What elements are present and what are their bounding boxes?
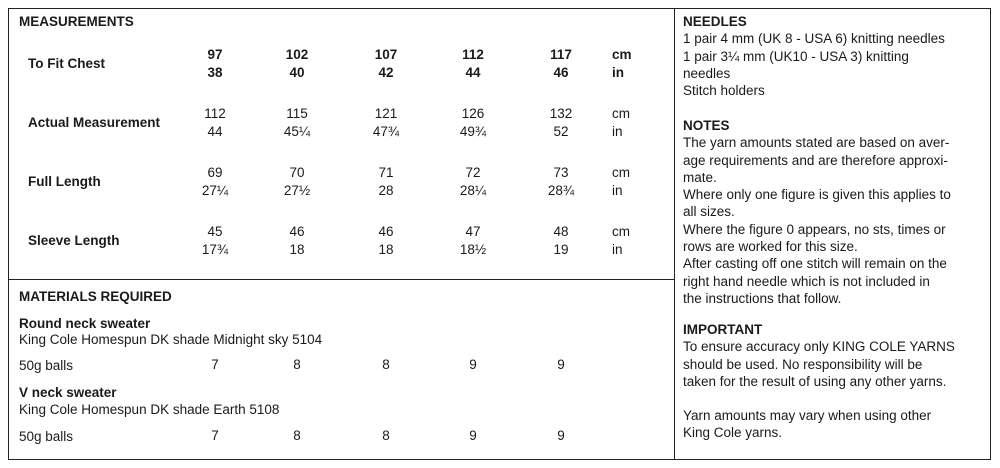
important-section: IMPORTANT To ensure accuracy only KING C… [683, 321, 983, 442]
needles-line: 1 pair 4 mm (UK 8 - USA 6) knitting need… [683, 31, 945, 47]
ball-count: 9 [469, 428, 477, 443]
column-divider [674, 8, 675, 460]
inch-value: 28¾ [547, 183, 575, 198]
notes-title: NOTES [683, 118, 730, 133]
material-unit-label: 50g balls [19, 358, 74, 373]
inch-value: 18 [289, 242, 305, 257]
cm-value: 112 [204, 106, 226, 121]
cm-value: 46 [289, 224, 305, 239]
inch-value: 27¼ [201, 183, 229, 198]
material-name: Round neck sweater [19, 316, 151, 331]
unit-in: in [612, 242, 623, 257]
material-unit-label: 50g balls [19, 429, 74, 444]
inch-value: 17¾ [201, 242, 229, 257]
ball-count: 8 [382, 357, 390, 372]
ball-count: 9 [557, 357, 565, 372]
cm-value: 45 [207, 224, 223, 239]
notes-line: Where the figure 0 appears, no sts, time… [683, 221, 946, 237]
inch-value: 28 [378, 183, 394, 198]
inch-value: 45¼ [283, 124, 311, 139]
needles-section: NEEDLES 1 pair 4 mm (UK 8 - USA 6) knitt… [683, 13, 983, 99]
cm-value: 47 [465, 224, 481, 239]
notes-section: NOTES The yarn amounts stated are based … [683, 117, 983, 307]
cm-value: 115 [286, 106, 308, 121]
cm-value: 73 [553, 165, 569, 180]
row-label: Full Length [28, 174, 101, 189]
important-line: To ensure accuracy only KING COLE YARNS [683, 339, 955, 355]
important-title: IMPORTANT [683, 322, 763, 337]
notes-line: mate. [683, 169, 717, 185]
measurements-title: MEASUREMENTS [19, 14, 134, 29]
ball-count: 9 [469, 357, 477, 372]
cm-value: 70 [289, 165, 305, 180]
cm-value: 117 [550, 47, 572, 62]
section-divider [8, 279, 675, 280]
material-description: King Cole Homespun DK shade Midnight sky… [19, 332, 323, 347]
cm-value: 71 [378, 165, 394, 180]
material-description: King Cole Homespun DK shade Earth 5108 [19, 402, 280, 417]
inch-value: 47¾ [372, 124, 400, 139]
inch-value: 28¼ [459, 183, 487, 198]
unit-cm: cm [612, 165, 630, 180]
inch-value: 42 [378, 65, 394, 80]
row-label: Actual Measurement [28, 115, 161, 130]
inch-value: 49¾ [459, 124, 487, 139]
notes-line: right hand needle which is not included … [683, 273, 930, 289]
notes-line: the instructions that follow. [683, 290, 842, 306]
cm-value: 69 [207, 165, 223, 180]
unit-cm: cm [612, 47, 632, 62]
ball-count: 8 [293, 357, 301, 372]
important-extra-line: Yarn amounts may vary when using other [683, 408, 932, 424]
unit-in: in [612, 124, 623, 139]
cm-value: 102 [285, 47, 309, 62]
notes-line: age requirements and are therefore appro… [683, 152, 948, 168]
inch-value: 52 [553, 124, 569, 139]
inch-value: 19 [553, 242, 569, 257]
cm-value: 121 [374, 106, 398, 121]
cm-value: 126 [461, 106, 485, 121]
row-label: To Fit Chest [28, 56, 105, 71]
notes-line: Where only one figure is given this appl… [683, 187, 951, 203]
inch-value: 18 [378, 242, 394, 257]
important-line: should be used. No responsibility will b… [683, 356, 923, 372]
cm-value: 132 [549, 106, 573, 121]
important-line: taken for the result of using any other … [683, 373, 947, 389]
inch-value: 40 [289, 65, 305, 80]
cm-value: 48 [553, 224, 569, 239]
cm-value: 72 [465, 165, 481, 180]
ball-count: 8 [382, 428, 390, 443]
inch-value: 44 [465, 65, 481, 80]
cm-value: 112 [462, 47, 484, 62]
needles-title: NEEDLES [683, 14, 747, 29]
pattern-table-frame [8, 8, 991, 460]
cm-value: 97 [207, 47, 223, 62]
inch-value: 27½ [283, 183, 311, 198]
inch-value: 46 [553, 65, 569, 80]
needles-line: Stitch holders [683, 83, 765, 99]
notes-line: all sizes. [683, 204, 735, 220]
needles-line: 1 pair 3¼ mm (UK10 - USA 3) knitting [683, 48, 909, 64]
unit-cm: cm [612, 224, 630, 239]
notes-line: rows are worked for this size. [683, 239, 858, 255]
notes-line: The yarn amounts stated are based on ave… [683, 135, 950, 151]
inch-value: 44 [207, 124, 223, 139]
unit-in: in [612, 183, 623, 198]
cm-value: 46 [378, 224, 394, 239]
ball-count: 7 [211, 357, 219, 372]
ball-count: 9 [557, 428, 565, 443]
unit-cm: cm [612, 106, 630, 121]
important-extra-line: King Cole yarns. [683, 425, 783, 441]
material-name: V neck sweater [19, 385, 117, 400]
inch-value: 38 [207, 65, 223, 80]
needles-line: needles [683, 65, 731, 81]
row-label: Sleeve Length [28, 233, 120, 248]
inch-value: 18½ [459, 242, 487, 257]
ball-count: 7 [211, 428, 219, 443]
notes-line: After casting off one stitch will remain… [683, 256, 947, 272]
materials-title: MATERIALS REQUIRED [19, 289, 172, 304]
unit-in: in [612, 65, 624, 80]
cm-value: 107 [374, 47, 398, 62]
ball-count: 8 [293, 428, 301, 443]
